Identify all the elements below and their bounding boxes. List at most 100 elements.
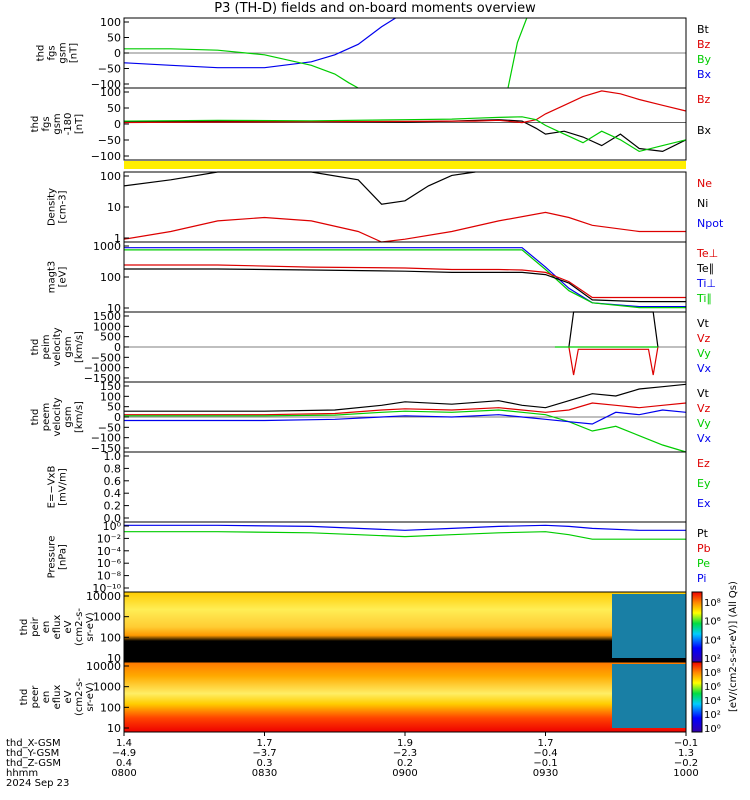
y-axis-label-line: thd	[36, 45, 47, 62]
y-axis-label-line: sr-eV)	[85, 612, 96, 641]
legend-Te⊥: Te⊥	[696, 247, 718, 260]
legend-Ez: Ez	[697, 457, 710, 470]
legend-Vz: Vz	[697, 402, 711, 415]
y-tick-label: −100	[91, 78, 121, 91]
y-axis-label-line: fgs	[41, 116, 52, 131]
y-tick-label: 1000	[93, 320, 121, 333]
legend-Npot: Npot	[697, 217, 724, 230]
y-tick-label: 0.2	[104, 500, 122, 513]
legend-Pe: Pe	[697, 557, 710, 570]
legend-Vx: Vx	[697, 432, 712, 445]
legend-Bt: Bt	[697, 23, 710, 36]
y-tick-label: 0	[114, 47, 121, 60]
x-tick-label: 1.3	[678, 748, 694, 759]
colorbar	[692, 662, 702, 732]
x-tick-label: 0.2	[397, 758, 413, 769]
x-tick-label: 1.7	[257, 738, 273, 749]
y-tick-label: 1000	[93, 240, 121, 253]
series-Te⊥	[124, 264, 686, 299]
x-tick-label: 0930	[533, 768, 558, 779]
y-axis-label-line: gsm	[58, 42, 69, 63]
y-tick-label: 1.0	[104, 450, 122, 463]
y-axis-label-line: [nT]	[69, 43, 80, 63]
y-axis-label-line: [km/s]	[74, 331, 85, 363]
legend-Vt: Vt	[697, 317, 710, 330]
x-tick-label: −0.2	[674, 758, 698, 769]
y-tick-label: 0	[114, 341, 121, 354]
series-Pi	[124, 524, 686, 531]
y-axis-label-line: thd	[19, 689, 30, 706]
x-tick-label: 1.7	[538, 738, 554, 749]
x-tick-label: 0900	[392, 768, 417, 779]
y-tick-label: 100	[100, 86, 121, 99]
y-tick-label: −50	[98, 134, 121, 147]
legend-Ti∥: Ti∥	[696, 292, 712, 305]
x-tick-label: 0830	[252, 768, 277, 779]
x-tick-label: −3.7	[252, 748, 276, 759]
y-tick-label: 10⁰	[103, 520, 122, 533]
y-tick-label: 0.6	[104, 475, 122, 488]
y-axis-label-line: eflux	[52, 615, 63, 640]
colorbar-label: [eV/(cm2-s-sr-eV)] (All Qs)	[728, 581, 739, 712]
x-tick-label: −4.9	[112, 748, 136, 759]
legend-Bx: Bx	[697, 124, 712, 137]
x-tick-label: 0800	[111, 768, 136, 779]
y-axis-label-line: magt3	[47, 261, 58, 294]
y-axis-label-line: thd	[19, 619, 30, 636]
y-axis-label-line: gsm	[63, 406, 74, 427]
y-axis-label-line: thd	[30, 116, 41, 133]
series-Te∥	[124, 268, 686, 303]
series-Vt	[124, 383, 687, 412]
x-tick-label: 1000	[673, 768, 698, 779]
series-By	[124, 48, 359, 89]
colorbar-tick-label: 10⁸	[704, 668, 721, 679]
legend-Ni: Ni	[697, 197, 708, 210]
panel-frame	[123, 171, 687, 243]
y-axis-label-line: thd	[30, 409, 41, 426]
y-axis-label-line: en	[41, 621, 52, 634]
y-axis-label-line: peim	[41, 334, 52, 359]
spectrogram-noise	[612, 594, 686, 658]
legend-Vy: Vy	[697, 347, 711, 360]
x-tick-label: 1.4	[116, 738, 132, 749]
y-axis-label-line: (cm2-s-	[74, 608, 85, 646]
series-Ti∥	[124, 249, 686, 309]
legend-Vt: Vt	[697, 387, 710, 400]
y-tick-label: 10⁻¹⁰	[92, 582, 121, 595]
y-axis-label-line: Density	[47, 188, 58, 226]
x-tick-label: −0.4	[533, 748, 557, 759]
y-axis-label-line: gsm	[52, 113, 63, 134]
panel-frame	[123, 87, 687, 161]
colorbar-tick-label: 10⁸	[704, 598, 721, 609]
spectrogram-noise	[612, 664, 686, 728]
y-axis-label-line: [nT]	[74, 114, 85, 134]
series-Ne	[123, 211, 686, 243]
series-Vx	[124, 409, 687, 425]
legend-Vz: Vz	[697, 332, 711, 345]
colorbar-tick-label: 10⁴	[704, 635, 721, 646]
legend-Ne: Ne	[697, 177, 712, 190]
y-axis-label-line: [eV]	[58, 267, 69, 288]
panel-frame	[123, 451, 687, 523]
y-axis-label-line: (cm2-s-	[74, 678, 85, 716]
series-Vz	[124, 402, 687, 416]
legend-Ex: Ex	[697, 497, 711, 510]
series-By	[123, 116, 687, 153]
y-tick-label: 10000	[86, 590, 121, 603]
series-Vz	[568, 346, 659, 376]
y-tick-label: −150	[91, 442, 121, 455]
y-tick-label: 150	[100, 380, 121, 393]
y-axis-label-line: thd	[30, 339, 41, 356]
colorbar-tick-label: 10⁶	[704, 617, 721, 628]
x-tick-label: 0.3	[257, 758, 273, 769]
quality-flag-bar	[124, 161, 686, 169]
legend-Bz: Bz	[697, 38, 711, 51]
y-tick-label: 50	[107, 102, 121, 115]
x-tick-label: −0.1	[533, 758, 557, 769]
date-label: 2024 Sep 23	[6, 778, 69, 789]
y-tick-label: −50	[98, 421, 121, 434]
y-tick-label: 0.8	[104, 462, 122, 475]
